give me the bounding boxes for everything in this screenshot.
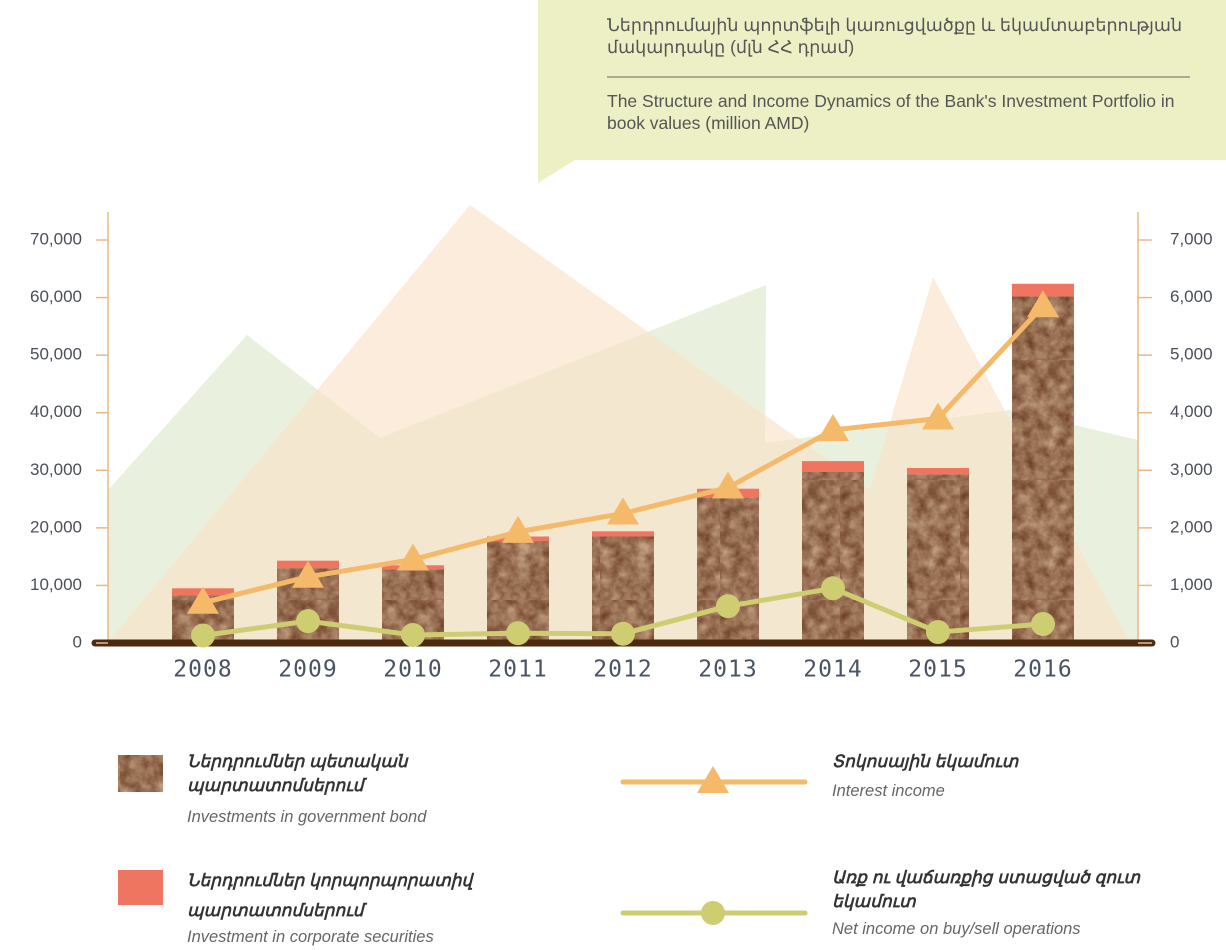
x-tick-label: 2013 <box>698 657 757 683</box>
x-tick-label: 2014 <box>803 657 862 683</box>
bar <box>907 467 969 475</box>
marker <box>292 560 324 588</box>
marker <box>191 623 215 648</box>
y2-tick-label: 1,000 <box>1170 575 1213 594</box>
x-tick-label: 2011 <box>488 657 547 683</box>
y-tick-label: 10,000 <box>30 575 82 594</box>
marker <box>502 515 534 543</box>
marker <box>1027 290 1059 318</box>
bar <box>802 472 864 643</box>
y2-tick-label: 6,000 <box>1170 287 1213 306</box>
marker <box>607 497 639 525</box>
marker <box>922 402 954 430</box>
legend-entry: Տոկոսային եկամուտ Interest income <box>832 750 1172 801</box>
marker <box>296 609 320 634</box>
legend-label: Interest income <box>832 782 945 800</box>
marker <box>397 543 429 571</box>
marker <box>821 576 845 601</box>
bar <box>592 531 654 537</box>
marker <box>506 621 530 646</box>
chart-subtitle: The Structure and Income Dynamics of the… <box>607 91 1175 133</box>
y2-tick-label: 3,000 <box>1170 460 1213 479</box>
x-tick-label: 2012 <box>593 657 652 683</box>
legend-entry: Առք ու վաճառքից ստացված զուտ եկամուտ Net… <box>832 866 1172 939</box>
legend-label: Investment in corporate securities <box>187 928 434 946</box>
y-tick-label: 50,000 <box>30 345 82 364</box>
y2-tick-label: 4,000 <box>1170 402 1213 421</box>
marker <box>926 620 950 645</box>
marker <box>611 621 635 646</box>
title-box <box>538 0 1226 183</box>
legend-marker <box>697 766 729 793</box>
y2-tick-label: 0 <box>1170 632 1179 651</box>
legend-entry: Ներդրումներ կորպորպորատիվ պարտատոմսերում… <box>187 866 517 947</box>
x-tick-label: 2008 <box>173 657 232 683</box>
y2-tick-label: 7,000 <box>1170 229 1213 248</box>
y2-tick-label: 5,000 <box>1170 345 1213 364</box>
marker <box>716 594 740 619</box>
legend-marker <box>701 901 725 925</box>
legend-label: Net income on buy/sell operations <box>832 920 1081 938</box>
marker <box>1031 612 1055 637</box>
y-tick-label: 20,000 <box>30 517 82 536</box>
marker <box>712 471 744 499</box>
bar <box>1012 283 1074 297</box>
marker <box>401 622 425 647</box>
legend-label: Առք ու վաճառքից ստացված զուտ եկամուտ <box>832 868 1140 911</box>
x-tick-label: 2009 <box>278 657 337 683</box>
marker <box>817 413 849 441</box>
bar <box>802 461 864 473</box>
bar <box>697 497 759 643</box>
y-tick-label: 60,000 <box>30 287 82 306</box>
backdrop <box>108 205 1130 643</box>
legend-label: Տոկոսային եկամուտ <box>832 752 1019 771</box>
x-tick-label: 2016 <box>1013 657 1072 683</box>
y-tick-label: 70,000 <box>30 229 82 248</box>
legend-entry: Ներդրումներ պետական պարտատոմսերում Inves… <box>187 750 457 827</box>
y-tick-label: 40,000 <box>30 402 82 421</box>
chart-title: Ներդրումային պորտֆելի կառուցվածքը և եկամ… <box>607 15 1183 57</box>
x-tick-label: 2015 <box>908 657 967 683</box>
legend-swatch <box>118 755 163 792</box>
legend-swatch <box>118 870 163 905</box>
y2-tick-label: 2,000 <box>1170 517 1213 536</box>
bar <box>907 474 969 643</box>
x-tick-label: 2010 <box>383 657 442 683</box>
legend-label: Ներդրումներ կորպորպորատիվ պարտատոմսերում <box>187 871 473 920</box>
marker <box>187 586 219 614</box>
y-tick-label: 30,000 <box>30 460 82 479</box>
y-tick-label: 0 <box>73 632 82 651</box>
bar <box>1012 296 1074 643</box>
legend-label: Investments in government bond <box>187 808 427 826</box>
legend-label: Ներդրումներ պետական պարտատոմսերում <box>187 752 408 795</box>
